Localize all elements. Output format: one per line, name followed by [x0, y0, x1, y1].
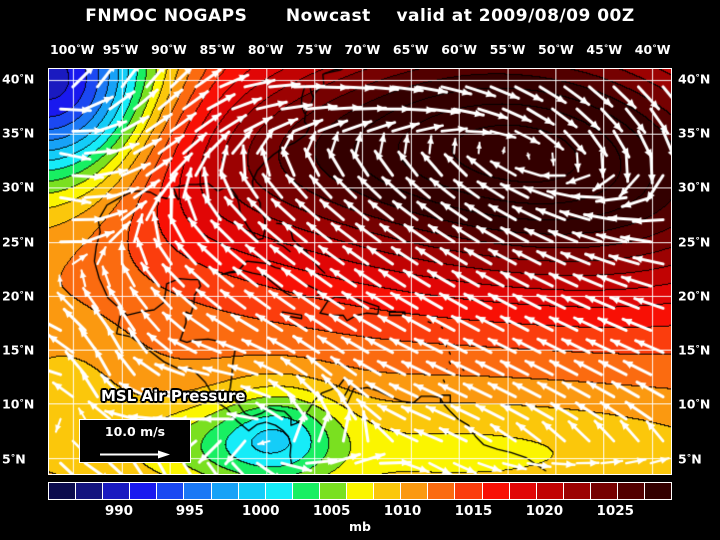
- colorbar-swatch: [319, 483, 348, 499]
- colorbar-swatch: [76, 483, 104, 499]
- colorbar-tick-label: 1015: [454, 503, 493, 519]
- colorbar-tick-label: 995: [175, 503, 204, 519]
- colorbar-swatch: [292, 483, 320, 499]
- wind-vector-legend-label: 10.0 m/s: [104, 424, 166, 439]
- colorbar-swatch: [184, 483, 212, 499]
- y-tick-label-left: 35°N: [2, 125, 35, 141]
- map-plot-area: MSL Air Pressure 10.0 m/s: [48, 68, 672, 475]
- colorbar-tick-label: 990: [104, 503, 133, 519]
- y-tick-label-right: 5°N: [678, 451, 702, 467]
- colorbar-swatch: [130, 483, 158, 499]
- x-tick-label: 70°W: [344, 42, 381, 57]
- colorbar-swatch: [347, 483, 375, 499]
- wind-arrow-icon: [100, 450, 170, 459]
- x-tick-label: 65°W: [392, 42, 429, 57]
- colorbar-swatch: [265, 483, 293, 499]
- colorbar-swatch: [509, 483, 537, 499]
- colorbar-swatch: [238, 483, 266, 499]
- colorbar-swatch: [428, 483, 456, 499]
- y-tick-label-right: 20°N: [678, 288, 711, 304]
- x-tick-label: 100°W: [49, 42, 95, 57]
- colorbar-tick-label: 1010: [383, 503, 422, 519]
- x-tick-label: 95°W: [102, 42, 139, 57]
- x-tick-label: 80°W: [247, 42, 284, 57]
- y-tick-label-left: 25°N: [2, 234, 35, 250]
- msl-air-pressure-label: MSL Air Pressure: [101, 387, 246, 405]
- colorbar-unit-label: mb: [349, 519, 371, 534]
- colorbar-swatch: [211, 483, 239, 499]
- colorbar-tick-label: 1005: [312, 503, 351, 519]
- x-tick-label: 60°W: [441, 42, 478, 57]
- x-tick-label: 40°W: [634, 42, 671, 57]
- colorbar-swatch: [157, 483, 185, 499]
- colorbar-swatch: [455, 483, 483, 499]
- y-tick-label-left: 10°N: [2, 396, 35, 412]
- colorbar-tick-label: 1020: [525, 503, 564, 519]
- x-tick-label: 75°W: [296, 42, 332, 57]
- pressure-field-canvas: [49, 69, 671, 474]
- colorbar-swatch: [590, 483, 618, 499]
- colorbar-swatch: [563, 483, 591, 499]
- colorbar-tick-label: 1000: [241, 503, 280, 519]
- y-tick-label-right: 40°N: [678, 71, 711, 87]
- y-tick-label-right: 30°N: [678, 179, 711, 195]
- y-tick-label-left: 15°N: [2, 342, 35, 358]
- pressure-colorbar: [48, 482, 672, 500]
- wind-vector-legend: 10.0 m/s: [79, 419, 191, 463]
- colorbar-swatch: [482, 483, 510, 499]
- colorbar-swatch: [49, 483, 77, 499]
- x-tick-label: 45°W: [586, 42, 623, 57]
- x-tick-label: 90°W: [151, 42, 187, 57]
- figure-title: FNMOC NOGAPS Nowcast valid at 2009/08/09…: [85, 6, 635, 26]
- colorbar-swatch: [103, 483, 131, 499]
- x-tick-label: 50°W: [538, 42, 574, 57]
- y-tick-label-left: 20°N: [2, 288, 35, 304]
- y-tick-label-left: 40°N: [2, 71, 35, 87]
- y-tick-label-right: 10°N: [678, 396, 711, 412]
- y-tick-label-left: 5°N: [2, 451, 26, 467]
- x-tick-label: 55°W: [489, 42, 526, 57]
- y-tick-label-right: 25°N: [678, 234, 711, 250]
- colorbar-swatch: [374, 483, 402, 499]
- colorbar-swatch: [536, 483, 564, 499]
- colorbar-swatch: [617, 483, 646, 499]
- colorbar-tick-label: 1025: [596, 503, 635, 519]
- colorbar-swatch: [401, 483, 429, 499]
- y-tick-label-right: 15°N: [678, 342, 711, 358]
- y-tick-label-left: 30°N: [2, 179, 35, 195]
- y-tick-label-right: 35°N: [678, 125, 711, 141]
- x-tick-label: 85°W: [199, 42, 236, 57]
- colorbar-swatch: [645, 483, 672, 499]
